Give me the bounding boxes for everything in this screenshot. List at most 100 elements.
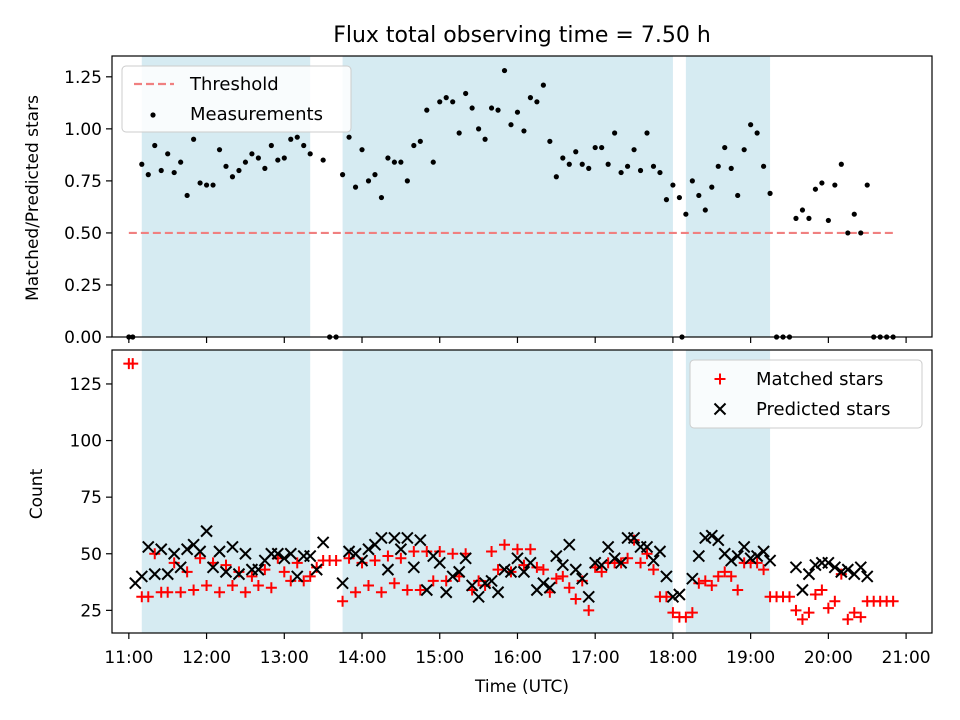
predicted-stars-point [452,565,466,579]
predicted-stars-point [459,552,472,565]
measurement-point [320,157,326,163]
predicted-stars-point [822,556,835,570]
predicted-stars-point [854,561,867,574]
x-tick-label: 15:00 [415,648,464,668]
matched-stars-point [440,575,452,587]
measurement-point [178,159,184,165]
predicted-stars-point [167,547,181,560]
measurement-point [495,107,501,113]
measurement-point [281,155,287,161]
predicted-stars-point [226,540,239,554]
matched-stars-point [239,586,251,598]
x-axis-label: Time (UTC) [474,677,569,697]
measurement-point [145,172,151,178]
measurement-point [262,165,268,171]
measurement-point [735,192,741,199]
matched-stars-point [375,586,387,598]
top-legend: Threshold Measurements [121,65,352,133]
predicted-stars-point [705,529,718,542]
measurement-point [540,82,546,88]
matched-stars-point [537,564,549,576]
measurement-point [793,215,799,221]
legend-matched-swatch [714,373,726,385]
predicted-stars-point [407,561,421,574]
x-tick-label: 18:00 [648,648,697,668]
x-tick-label: 16:00 [493,648,542,668]
matched-stars-point [421,545,433,557]
matched-stars-point [550,573,562,585]
predicted-stars-point [537,576,550,590]
measurement-point [372,172,378,178]
predicted-stars-point [271,547,285,560]
top-axes-frame [111,55,933,338]
measurement-point [657,169,663,176]
measurement-point [547,138,553,144]
predicted-stars-point [485,574,498,588]
measurement-point [637,167,644,174]
predicted-stars-point [155,543,168,556]
top-shaded-interval [342,56,673,337]
predicted-stars-point [789,561,803,574]
predicted-stars-point [420,583,433,597]
measurement-point [443,95,449,101]
legend-measurements-swatch [150,112,156,118]
matched-stars-point [829,595,841,607]
measurement-point [437,99,443,105]
predicted-stars-point [524,556,537,570]
legend-box [121,65,352,133]
matched-stars-point [401,584,413,596]
matched-stars-point [848,607,860,619]
top-y-tick-label: 1.25 [64,68,102,88]
bottom-y-tick-label: 125 [70,375,102,395]
matched-stars-point [706,579,718,591]
matched-stars-point [408,545,420,557]
matched-stars-point [596,566,608,578]
predicted-stars-point [601,540,615,554]
predicted-stars-point [142,540,155,554]
x-tick-label: 21:00 [882,648,931,668]
predicted-stars-point [569,563,582,576]
predicted-stars-point [394,543,408,556]
measurement-point [184,192,190,199]
predicted-stars-point [517,565,531,579]
measurement-point [171,169,177,176]
top-panel: 0.00 0.25 0.50 0.75 1.00 1.25 Threshold Measure… [64,55,933,348]
matched-stars-point [382,550,394,562]
measurement-point [663,197,670,203]
measurement-point [417,138,423,144]
predicted-stars-point [375,531,388,545]
predicted-stars-point [213,545,226,558]
matched-stars-point [252,579,264,591]
measurement-point [748,122,754,128]
predicted-stars-point [563,538,576,551]
predicted-stars-point [440,586,453,599]
predicted-stars-point [174,561,187,574]
measurement-point [586,165,592,171]
legend-predicted-label: Predicted stars [756,399,890,420]
measurement-point [709,184,715,190]
predicted-stars-point [206,561,220,574]
matched-stars-point [127,358,139,370]
top-y-tick-label: 0.25 [64,276,102,296]
measurement-point [592,144,598,151]
measurement-point [683,211,689,217]
matched-stars-point [414,584,426,596]
matched-stars-point [265,582,277,594]
predicted-stars-point [362,543,375,556]
predicted-stars-point [284,547,297,560]
predicted-stars-point [504,565,518,579]
predicted-stars-point [388,531,401,545]
bottom-y-tick-label: 50 [80,545,102,565]
measurement-point [825,217,831,224]
bottom-y-tick-label: 75 [80,488,102,508]
predicted-stars-point [180,543,194,556]
bottom-y-tick-label: 100 [70,432,102,452]
measurement-point [566,161,572,167]
measurement-point [760,163,767,169]
measurement-point [534,99,540,105]
predicted-stars-point [614,556,628,570]
measurement-point [430,159,436,165]
matched-stars-point [531,561,543,573]
predicted-stars-point [291,570,304,583]
legend-measurements-label: Measurements [190,104,323,125]
